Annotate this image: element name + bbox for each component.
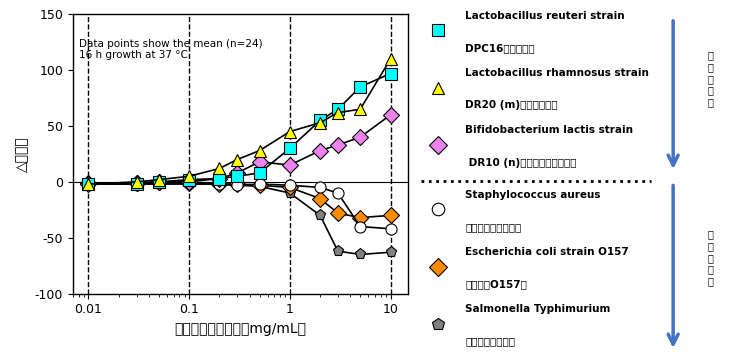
Text: 病
原
菌
減
少: 病 原 菌 減 少 — [708, 229, 714, 286]
X-axis label: マヌカハニー濃度（mg/mL）: マヌカハニー濃度（mg/mL） — [174, 322, 307, 336]
Text: Lactobacillus reuteri strain: Lactobacillus reuteri strain — [465, 11, 625, 21]
Text: Bifidobacterium lactis strain: Bifidobacterium lactis strain — [465, 125, 634, 135]
Text: DR10 (n)　（ビフィズス菌）: DR10 (n) （ビフィズス菌） — [465, 158, 577, 168]
Text: Staphylococcus aureus: Staphylococcus aureus — [465, 190, 601, 200]
Text: DPC16（乳酸菌）: DPC16（乳酸菌） — [465, 43, 535, 53]
Y-axis label: △増殖値: △増殖値 — [15, 136, 29, 172]
Text: Lactobacillus rhamnosus strain: Lactobacillus rhamnosus strain — [465, 68, 650, 78]
Text: Escherichia coli strain O157: Escherichia coli strain O157 — [465, 247, 629, 257]
Text: Data points show the mean (n=24)
16 h growth at 37 °C: Data points show the mean (n=24) 16 h gr… — [79, 39, 262, 61]
Text: （大腸菌O157）: （大腸菌O157） — [465, 279, 527, 289]
Text: 善
玉
菌
増
殖: 善 玉 菌 増 殖 — [708, 50, 714, 107]
Text: Salmonella Typhimurium: Salmonella Typhimurium — [465, 304, 611, 314]
Text: （黄色ブドウ球菌）: （黄色ブドウ球菌） — [465, 222, 522, 232]
Text: （サルモネラ菌）: （サルモネラ菌） — [465, 337, 515, 347]
Text: DR20 (m)　（乳酸菌）: DR20 (m) （乳酸菌） — [465, 100, 558, 110]
